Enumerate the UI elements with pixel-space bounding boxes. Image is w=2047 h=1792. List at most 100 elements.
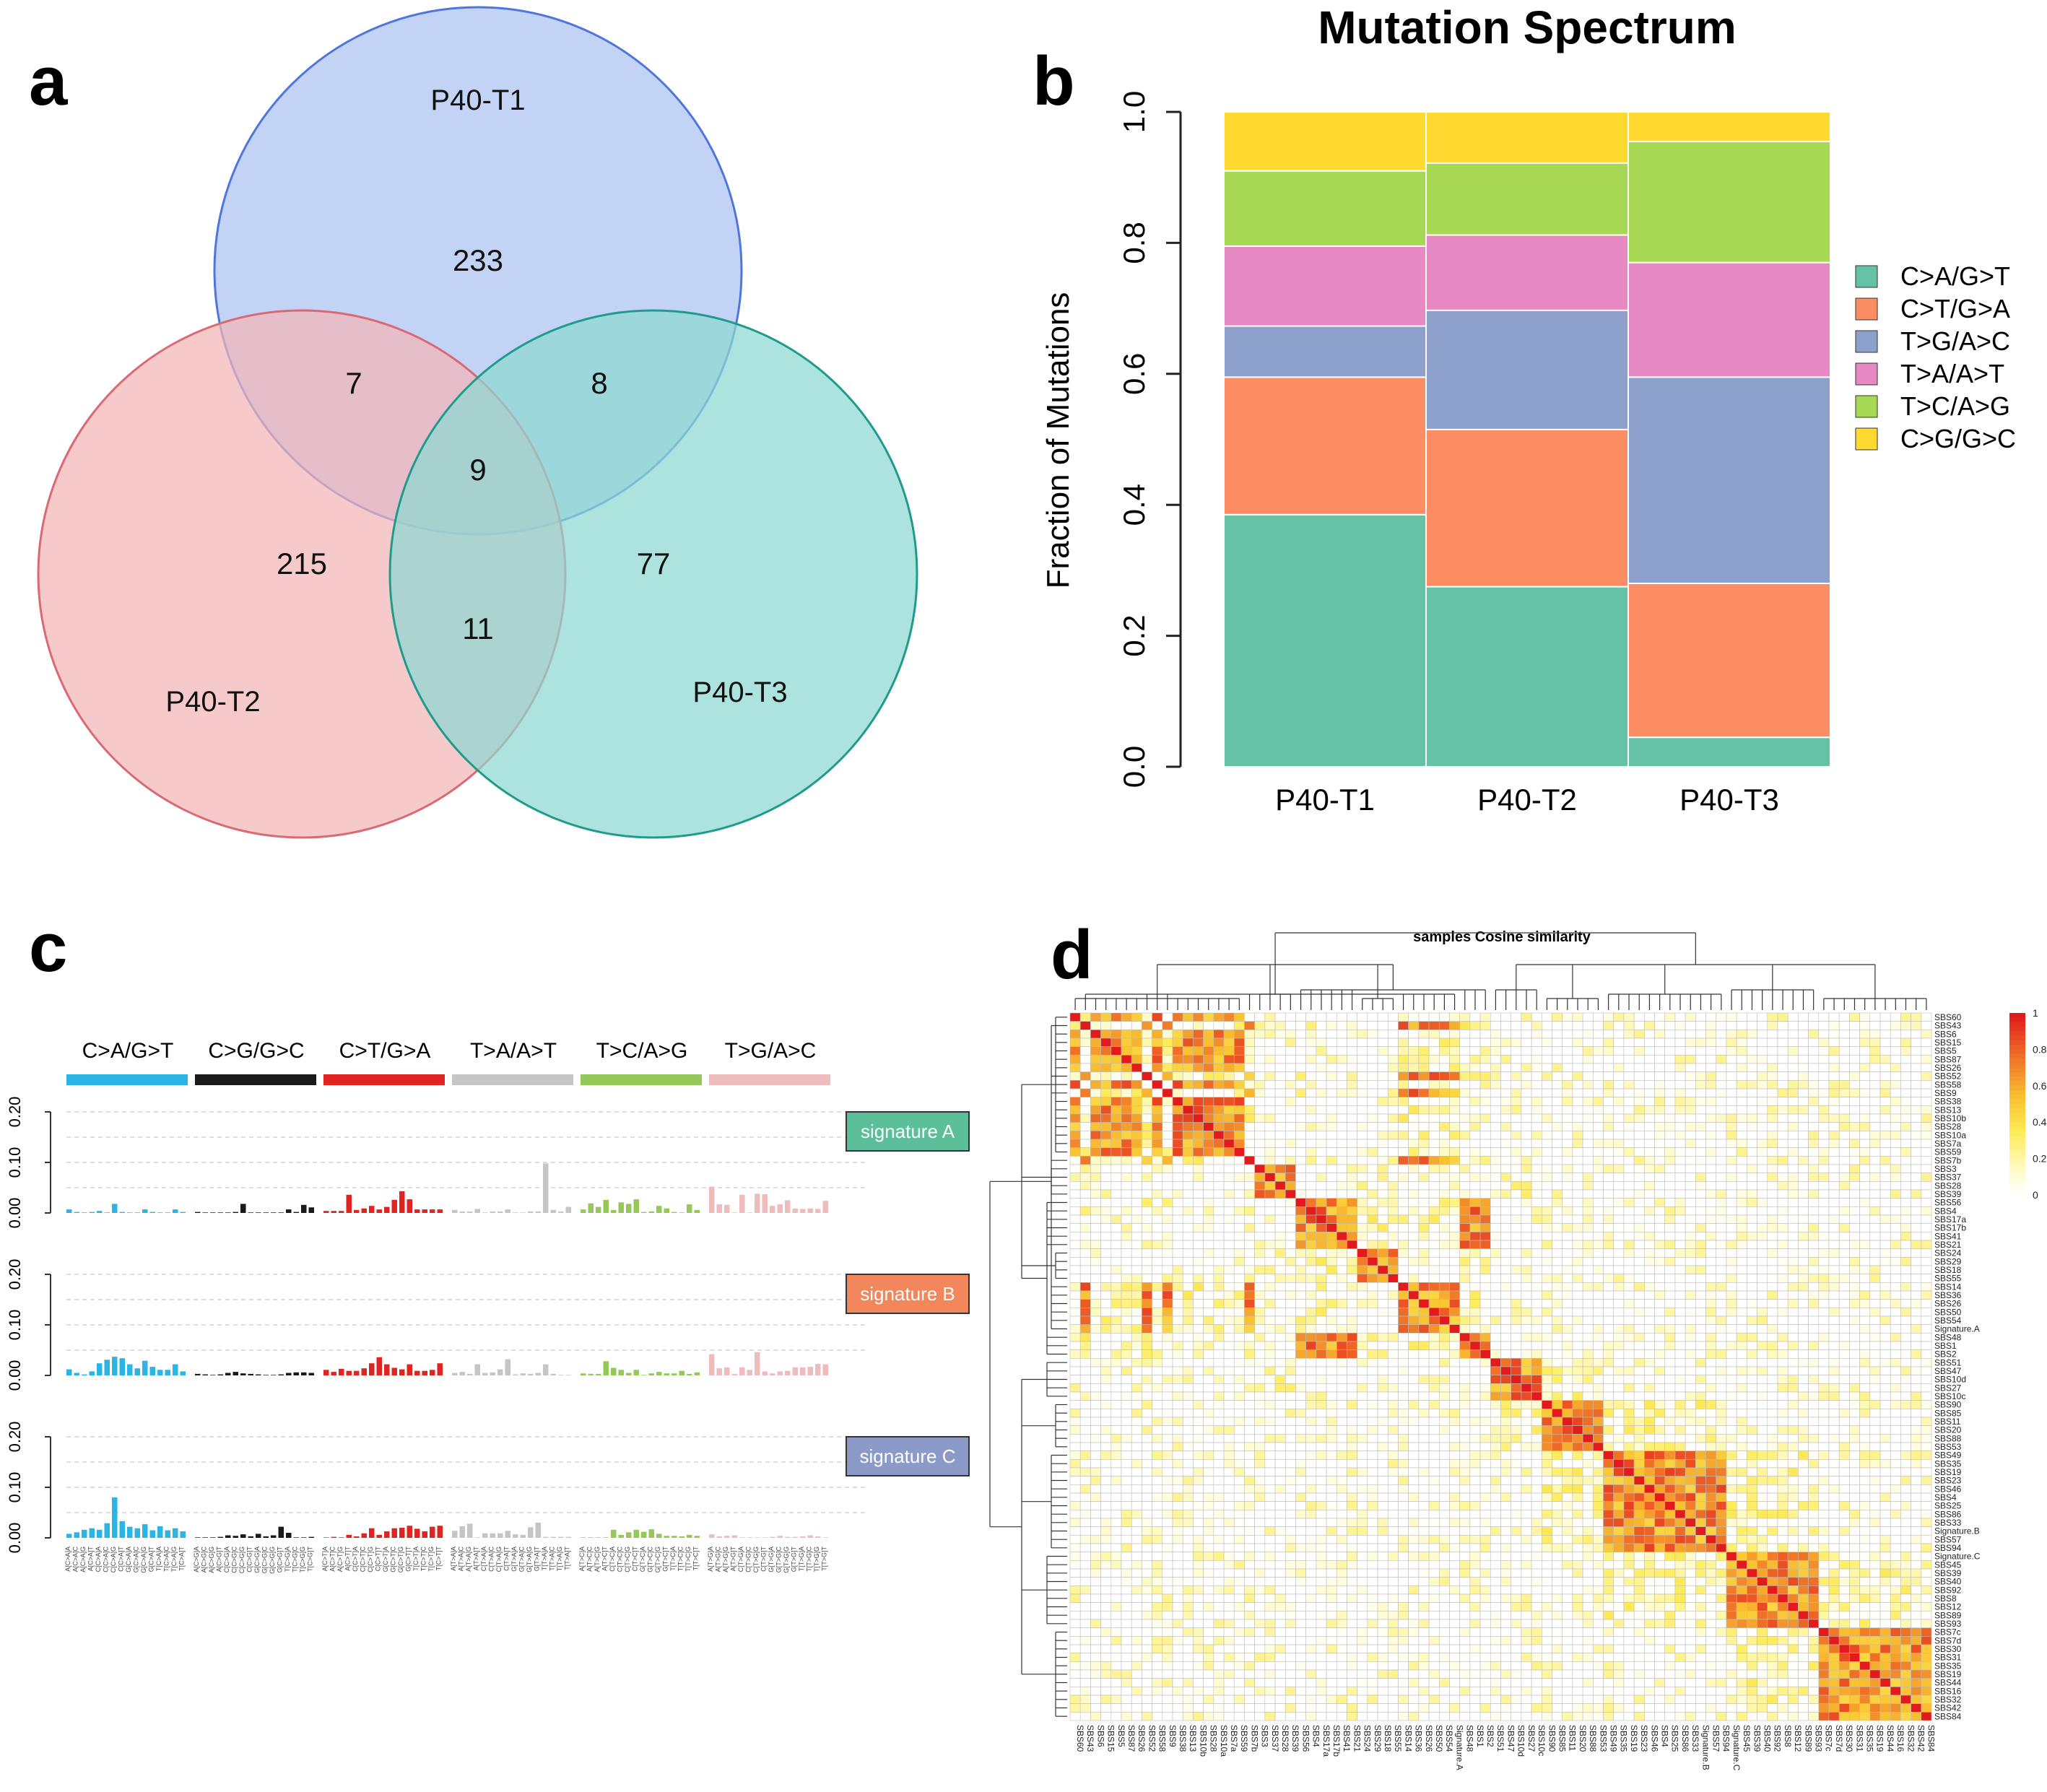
chart-d-cell xyxy=(1838,1282,1850,1292)
chart-d-cell xyxy=(1664,1097,1676,1106)
chart-d-cell xyxy=(1193,1198,1204,1207)
chart-d-cell xyxy=(1152,1425,1163,1435)
chart-d-cell xyxy=(1264,1071,1276,1081)
chart-d-cell xyxy=(1152,1400,1163,1409)
chart-d-cell xyxy=(1479,1333,1491,1342)
chart-d-cell xyxy=(1500,1038,1512,1047)
chart-c-x-label: C[T>A]C xyxy=(488,1547,495,1572)
chart-c-bar xyxy=(173,1364,178,1375)
chart-d-cell xyxy=(1695,1122,1706,1131)
chart-d-cell xyxy=(1079,1189,1091,1199)
chart-d-cell xyxy=(1613,1105,1625,1115)
chart-d-cell xyxy=(1274,1349,1286,1359)
chart-d-cell xyxy=(1152,1097,1163,1106)
chart-d-cell xyxy=(1100,1097,1112,1106)
chart-d-cell xyxy=(1244,1088,1255,1097)
chart-d-cell xyxy=(1213,1434,1225,1443)
chart-d-cell xyxy=(1295,1425,1306,1435)
chart-c-bar xyxy=(467,1523,473,1538)
chart-d-cell xyxy=(1079,1417,1091,1426)
chart-d-cell xyxy=(1603,1282,1614,1292)
chart-d-cell xyxy=(1500,1156,1512,1165)
chart-d-cell xyxy=(1726,1315,1737,1325)
chart-c-bar xyxy=(225,1212,231,1213)
chart-d-cell xyxy=(1603,1375,1614,1384)
chart-d-cell xyxy=(1162,1341,1173,1350)
chart-d-cell xyxy=(1716,1308,1727,1317)
chart-d-cell xyxy=(1193,1308,1204,1317)
chart-d-cell xyxy=(1572,1265,1583,1274)
chart-d-cell xyxy=(1121,1063,1132,1072)
chart-d-cell xyxy=(1377,1240,1388,1249)
chart-c-x-label: G[C>T]G xyxy=(397,1547,404,1573)
chart-d-cell xyxy=(1674,1409,1686,1418)
chart-d-cell xyxy=(1152,1012,1163,1022)
chart-d-cell xyxy=(1244,1030,1255,1039)
chart-d-cell xyxy=(1705,1063,1717,1072)
chart-d-cell xyxy=(1664,1434,1676,1443)
chart-d-cell xyxy=(1438,1097,1450,1106)
chart-d-cell xyxy=(1613,1164,1625,1173)
chart-d-cell xyxy=(1377,1333,1388,1342)
chart-d-cell xyxy=(1808,1206,1820,1216)
chart-d-cell xyxy=(1664,1274,1676,1283)
chart-d-cell xyxy=(1849,1189,1860,1199)
chart-d-cell xyxy=(1859,1113,1871,1123)
chart-d-cell xyxy=(1582,1131,1594,1140)
chart-c-bar xyxy=(104,1212,110,1213)
chart-d-cell xyxy=(1879,1257,1891,1266)
chart-d-cell xyxy=(1223,1257,1235,1266)
chart-d-cell xyxy=(1531,1046,1542,1056)
chart-d-cell xyxy=(1787,1063,1799,1072)
chart-d-cell xyxy=(1716,1315,1727,1325)
chart-d-cell xyxy=(1623,1299,1635,1308)
chart-d-cell xyxy=(1285,1198,1296,1207)
chart-d-cell xyxy=(1818,1274,1830,1283)
chart-d-cell xyxy=(1562,1030,1573,1039)
chart-d-cell xyxy=(1193,1434,1204,1443)
chart-d-cell xyxy=(1438,1063,1450,1072)
chart-d-cell xyxy=(1500,1147,1512,1157)
chart-d-cell xyxy=(1798,1333,1809,1342)
chart-d-cell xyxy=(1357,1223,1368,1232)
chart-d-cell xyxy=(1849,1097,1860,1106)
chart-d-cell xyxy=(1623,1063,1635,1072)
chart-d-cell xyxy=(1859,1223,1871,1232)
chart-d-cell xyxy=(1552,1308,1563,1317)
chart-d-cell xyxy=(1469,1206,1481,1216)
chart-d-cell xyxy=(1879,1366,1891,1375)
chart-c-x-label: A[C>T]G xyxy=(336,1547,344,1572)
chart-d-cell xyxy=(1387,1113,1399,1123)
chart-d-cell xyxy=(1142,1113,1152,1123)
chart-d-cell xyxy=(1818,1113,1830,1123)
chart-d-cell xyxy=(1274,1400,1286,1409)
chart-d-cell xyxy=(1203,1248,1214,1258)
chart-d-cell xyxy=(1459,1248,1471,1258)
chart-d-cell xyxy=(1726,1214,1737,1224)
chart-d-cell xyxy=(1695,1366,1706,1375)
chart-d-cell xyxy=(1347,1189,1357,1199)
chart-d-cell xyxy=(1398,1147,1409,1157)
chart-c-x-label: A[C>G]G xyxy=(208,1547,215,1573)
chart-d-cell xyxy=(1736,1189,1747,1199)
chart-d-cell xyxy=(1079,1265,1091,1274)
chart-d-cell xyxy=(1879,1223,1891,1232)
chart-d-cell xyxy=(1223,1341,1235,1350)
chart-d-cell xyxy=(1818,1400,1830,1409)
chart-d-cell xyxy=(1182,1063,1194,1072)
chart-d-cell xyxy=(1090,1012,1101,1022)
chart-d-cell xyxy=(1664,1147,1676,1157)
chart-d-cell xyxy=(1490,1055,1501,1064)
chart-c-bar xyxy=(505,1209,510,1213)
chart-d-cell xyxy=(1131,1349,1142,1359)
chart-d-cell xyxy=(1131,1063,1142,1072)
chart-d-cell xyxy=(1069,1105,1081,1115)
chart-d-cell xyxy=(1387,1299,1399,1308)
chart-d-cell xyxy=(1633,1147,1645,1157)
chart-d-cell xyxy=(1264,1164,1276,1173)
chart-d-cell xyxy=(1511,1214,1522,1224)
chart-d-cell xyxy=(1111,1063,1122,1072)
chart-d-cell xyxy=(1233,1400,1245,1409)
chart-d-cell xyxy=(1757,1147,1768,1157)
chart-c-x-label: T[T>A]C xyxy=(549,1547,556,1571)
